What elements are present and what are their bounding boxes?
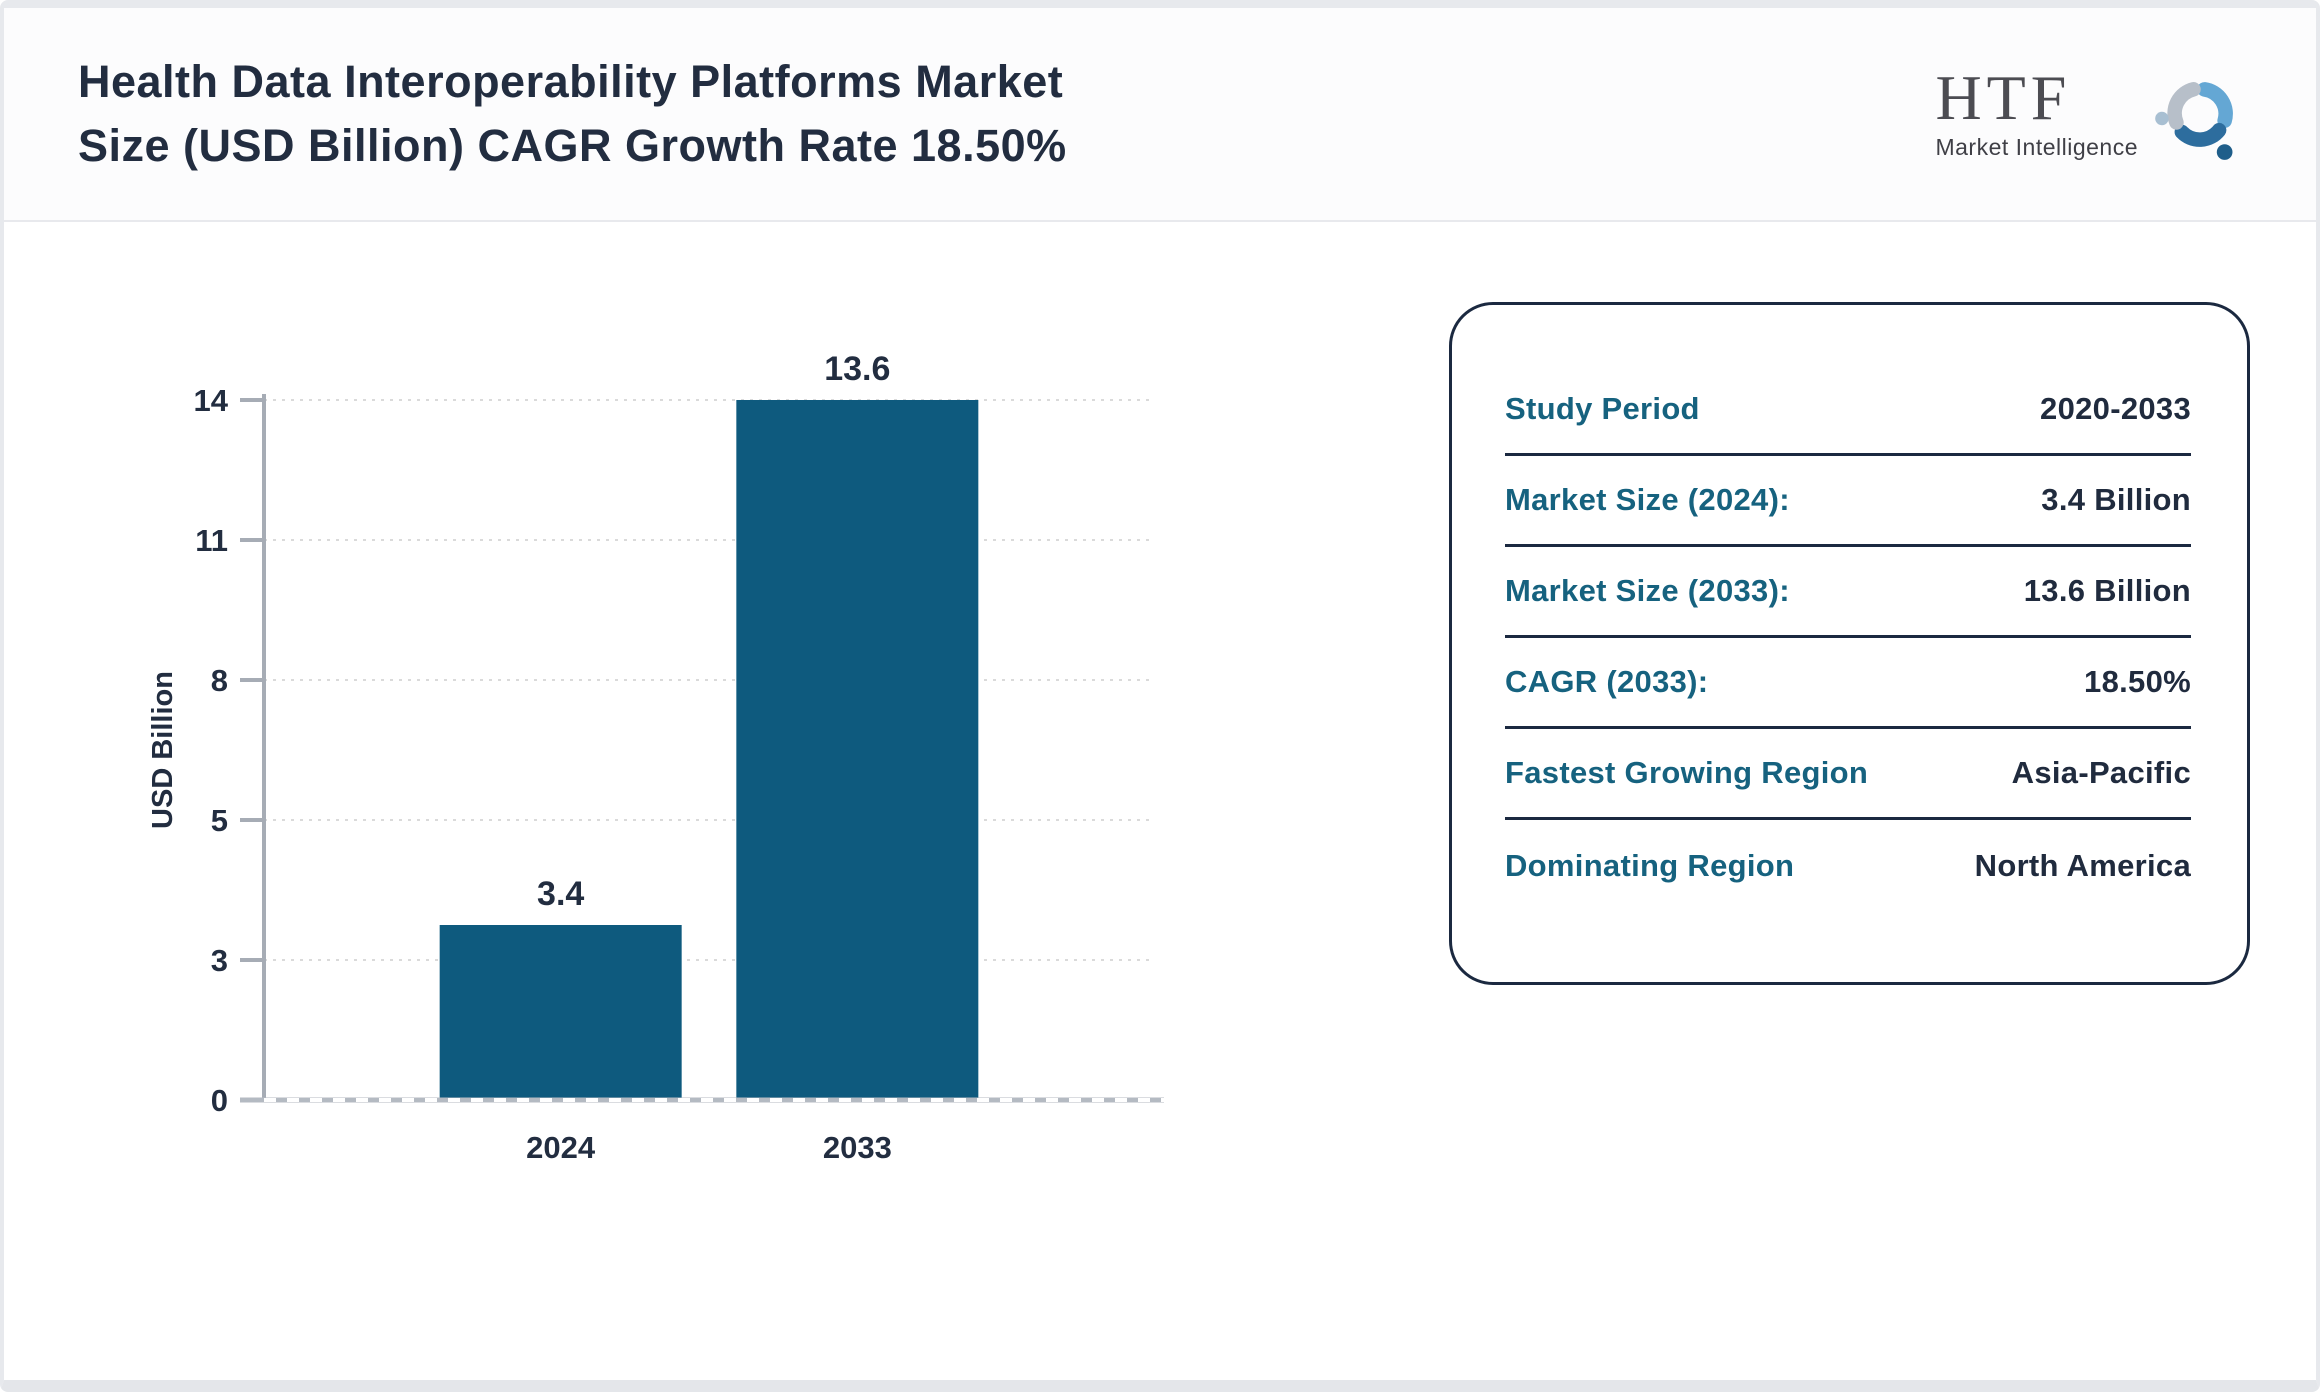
row-label: Fastest Growing Region — [1505, 755, 1869, 790]
svg-text:3: 3 — [211, 943, 228, 978]
panel-row-cagr: CAGR (2033): 18.50% — [1505, 638, 2191, 729]
bar-chart: 0 3 5 8 11 14 USD Billion 3.4 2024 13.6 2033 — [94, 330, 1214, 1210]
svg-text:8: 8 — [211, 663, 228, 698]
panel-row-market-size-2033: Market Size (2033): 13.6 Billion — [1505, 547, 2191, 638]
bar-chart-svg: 0 3 5 8 11 14 USD Billion 3.4 2024 13.6 2033 — [147, 350, 1164, 1165]
row-value: 18.50% — [2084, 664, 2191, 699]
row-label: CAGR (2033): — [1505, 664, 1709, 699]
panel-row-market-size-2024: Market Size (2024): 3.4 Billion — [1505, 456, 2191, 547]
page-title: Health Data Interoperability Platforms M… — [4, 50, 1067, 178]
svg-text:14: 14 — [194, 383, 229, 418]
panel-row-study-period: Study Period 2020-2033 — [1505, 365, 2191, 456]
triskelion-people-swirl-icon — [2144, 58, 2256, 170]
row-label: Study Period — [1505, 391, 1700, 426]
bar-value-label-2033: 13.6 — [824, 350, 890, 388]
panel-row-dominating-region: Dominating Region North America — [1505, 820, 2191, 911]
row-value: 3.4 Billion — [2041, 482, 2191, 517]
key-facts-panel: Study Period 2020-2033 Market Size (2024… — [1449, 302, 2250, 985]
htf-logo-subtitle: Market Intelligence — [1935, 133, 2138, 160]
htf-logo: HTF Market Intelligence — [1935, 58, 2256, 170]
row-label: Dominating Region — [1505, 847, 1795, 883]
row-label: Market Size (2024): — [1505, 482, 1790, 517]
bar-2024 — [439, 925, 682, 1100]
bar-2033 — [736, 400, 979, 1100]
bar-value-label-2024: 3.4 — [537, 875, 584, 913]
htf-logo-wordmark: HTF — [1935, 61, 2072, 133]
body-area: 0 3 5 8 11 14 USD Billion 3.4 2024 13.6 2033 Study… — [4, 222, 2316, 1378]
row-value: Asia-Pacific — [2011, 755, 2191, 790]
row-value: North America — [1974, 847, 2191, 883]
row-label: Market Size (2033): — [1505, 573, 1790, 608]
svg-text:USD Billion: USD Billion — [147, 671, 179, 829]
svg-text:11: 11 — [195, 523, 228, 558]
row-value: 13.6 Billion — [2023, 573, 2191, 608]
title-line-2: Size (USD Billion) CAGR Growth Rate 18.5… — [78, 120, 1067, 171]
htf-logo-text: HTF Market Intelligence — [1935, 61, 2138, 161]
title-line-1: Health Data Interoperability Platforms M… — [78, 56, 1064, 107]
x-tick-label-2024: 2024 — [526, 1130, 596, 1165]
panel-row-fastest-growing-region: Fastest Growing Region Asia-Pacific — [1505, 729, 2191, 820]
svg-text:5: 5 — [211, 803, 228, 838]
svg-text:0: 0 — [211, 1083, 228, 1118]
row-value: 2020-2033 — [2040, 391, 2191, 426]
header: Health Data Interoperability Platforms M… — [4, 8, 2316, 222]
x-tick-label-2033: 2033 — [823, 1130, 892, 1165]
